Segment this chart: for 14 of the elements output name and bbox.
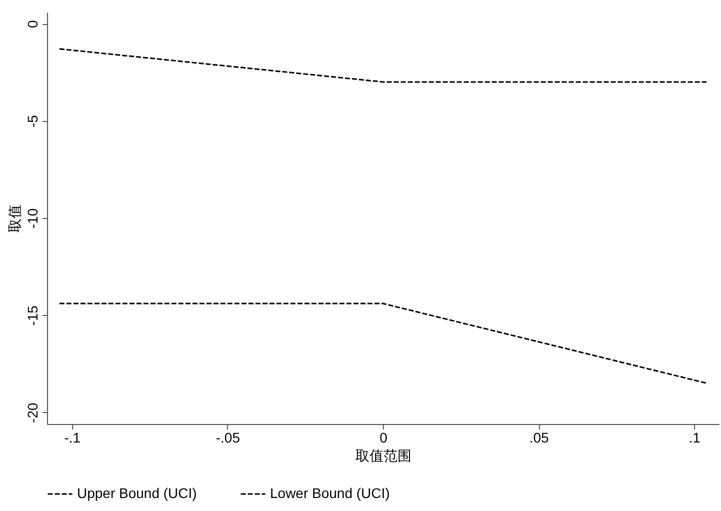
x-tick-label: -.05 (216, 430, 240, 446)
y-tick-label: 0 (24, 20, 40, 28)
y-axis-title: 取值 (6, 204, 22, 232)
x-tick-label: .05 (529, 430, 549, 446)
x-tick-label: -.1 (64, 430, 81, 446)
y-tick-label: -10 (24, 208, 40, 229)
x-tick-label: .1 (688, 430, 701, 446)
legend-label: Lower Bound (UCI) (270, 485, 390, 501)
y-tick-label: -5 (24, 114, 40, 128)
x-tick-label: 0 (380, 430, 388, 446)
y-tick-label: -15 (24, 305, 40, 326)
legend-label: Upper Bound (UCI) (77, 485, 197, 501)
y-tick-label: -20 (24, 402, 40, 423)
x-axis-title: 取值范围 (356, 448, 412, 464)
